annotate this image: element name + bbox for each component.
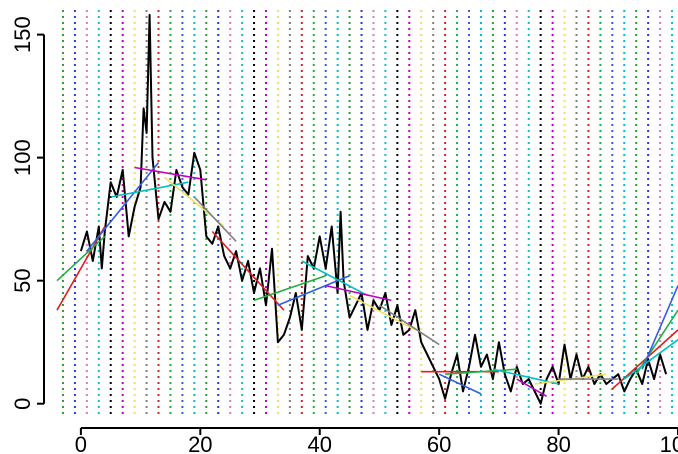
smooth-fit-segment bbox=[193, 196, 237, 242]
x-tick-label: 100 bbox=[660, 432, 678, 454]
axes-layer: 0 20 40 60 80 100 0 50 100 150 bbox=[10, 16, 678, 454]
smooth-fit-segment bbox=[134, 166, 207, 181]
smooth-fit-segment bbox=[253, 274, 326, 302]
smooth-fit-segment bbox=[86, 162, 160, 252]
y-tick-label: 50 bbox=[10, 268, 35, 292]
smooth-fit-segment bbox=[623, 339, 678, 380]
y-tick-label: 150 bbox=[10, 16, 35, 53]
smooth-fit-segment bbox=[378, 304, 440, 346]
x-tick-label: 40 bbox=[307, 432, 331, 454]
y-tick-label: 100 bbox=[10, 139, 35, 176]
series-layer bbox=[56, 13, 678, 405]
smooth-fit-segment bbox=[56, 235, 106, 282]
y-tick-label: 0 bbox=[10, 398, 35, 410]
smooth-fit-segment bbox=[641, 285, 678, 370]
x-tick-label: 0 bbox=[75, 432, 87, 454]
smooth-fit-segment bbox=[211, 230, 285, 311]
smooth-fit-segment bbox=[110, 181, 189, 198]
x-tick-label: 20 bbox=[188, 432, 212, 454]
smooth-fit-segment bbox=[445, 368, 517, 375]
smooth-fit-segment bbox=[349, 294, 416, 331]
smooth-fit-segment bbox=[516, 378, 547, 397]
smooth-fit-segment bbox=[438, 373, 482, 395]
x-tick-label: 80 bbox=[546, 432, 570, 454]
x-tick-label: 60 bbox=[427, 432, 451, 454]
smooth-fit-segment bbox=[635, 309, 678, 375]
grid-layer bbox=[61, 10, 674, 416]
smooth-fit-segment bbox=[301, 260, 368, 297]
smooth-fit-segment bbox=[56, 226, 106, 311]
smooth-fit-segment bbox=[325, 284, 392, 302]
